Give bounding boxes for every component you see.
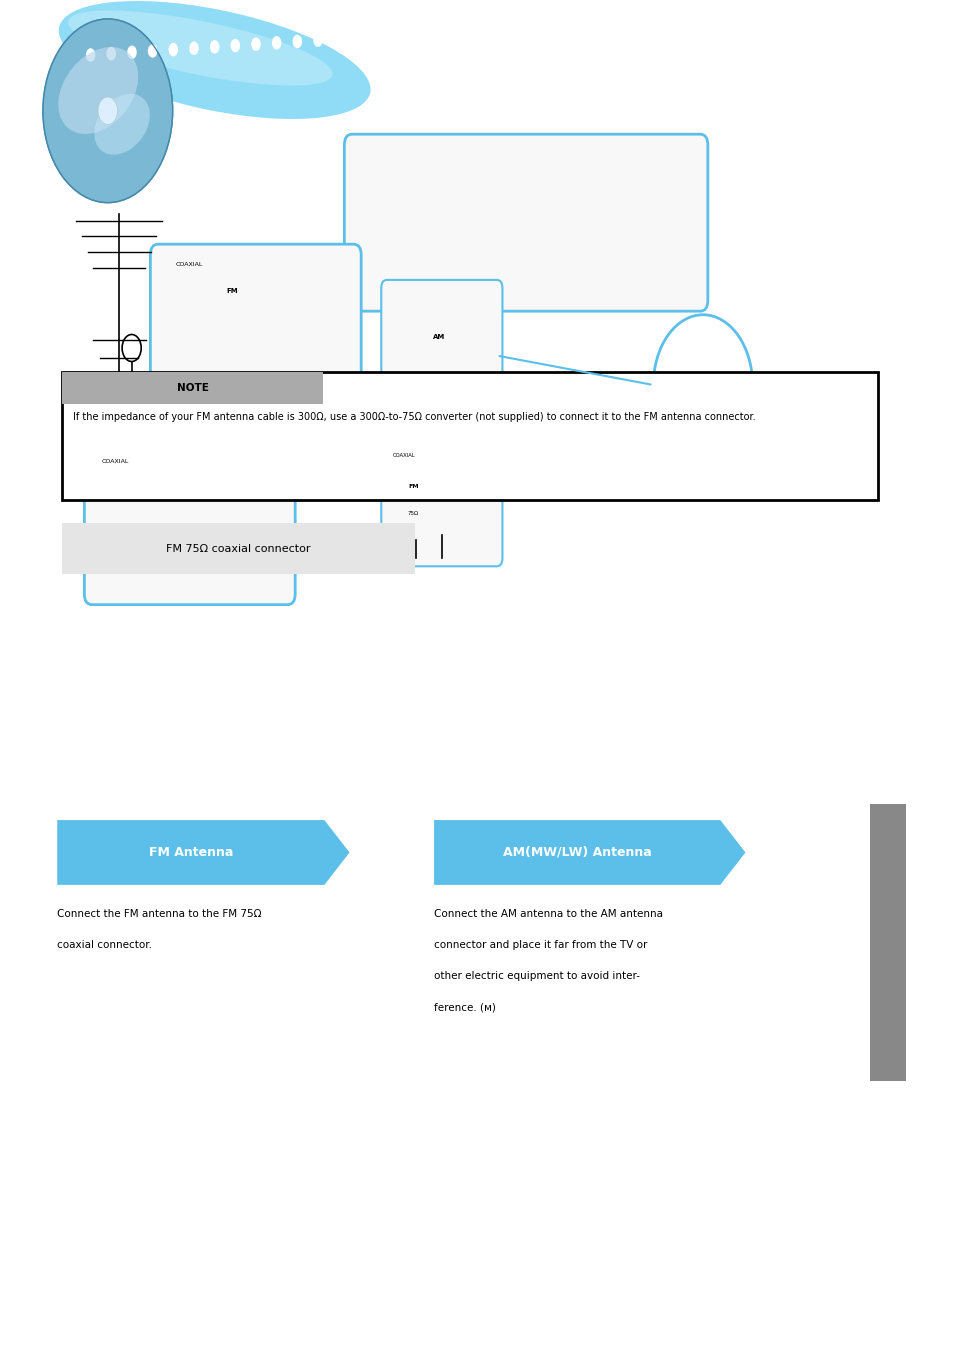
Text: FM Antenna: FM Antenna	[149, 846, 233, 859]
Text: other electric equipment to avoid inter-: other electric equipment to avoid inter-	[434, 971, 639, 981]
FancyBboxPatch shape	[381, 280, 502, 566]
Text: AM(MW/LW) Antenna: AM(MW/LW) Antenna	[502, 846, 651, 859]
Bar	[62, 372, 323, 404]
Circle shape	[313, 34, 322, 47]
Text: coaxial connector.: coaxial connector.	[57, 940, 152, 950]
Text: AM: AM	[433, 334, 445, 340]
Text: COAXIAL: COAXIAL	[393, 453, 416, 458]
Text: ference. (ᴍ): ference. (ᴍ)	[434, 1002, 496, 1012]
Bar	[62, 523, 415, 574]
Text: connector and place it far from the TV or: connector and place it far from the TV o…	[434, 940, 647, 950]
Circle shape	[272, 36, 281, 50]
Circle shape	[98, 97, 117, 124]
Text: Connect the FM antenna to the FM 75Ω: Connect the FM antenna to the FM 75Ω	[57, 909, 261, 919]
Ellipse shape	[68, 11, 333, 85]
Circle shape	[148, 45, 157, 58]
FancyBboxPatch shape	[151, 245, 361, 388]
Circle shape	[43, 19, 172, 203]
Polygon shape	[434, 820, 744, 885]
Circle shape	[334, 32, 343, 46]
Circle shape	[127, 46, 136, 59]
Text: COAXIAL: COAXIAL	[101, 459, 129, 463]
FancyBboxPatch shape	[84, 442, 294, 605]
Circle shape	[86, 49, 95, 62]
FancyBboxPatch shape	[344, 134, 707, 311]
Circle shape	[169, 43, 178, 57]
Text: COAXIAL: COAXIAL	[175, 262, 202, 266]
Bar	[62, 372, 877, 500]
Ellipse shape	[58, 47, 138, 134]
Text: NOTE: NOTE	[176, 382, 209, 393]
Text: FM: FM	[227, 288, 238, 293]
Circle shape	[189, 42, 198, 55]
Polygon shape	[57, 820, 349, 885]
Ellipse shape	[59, 1, 370, 119]
Circle shape	[210, 41, 219, 54]
Text: 75Ω: 75Ω	[408, 511, 418, 516]
Circle shape	[107, 47, 116, 61]
Text: If the impedance of your FM antenna cable is 300Ω, use a 300Ω-to-75Ω converter (: If the impedance of your FM antenna cabl…	[73, 412, 756, 422]
Ellipse shape	[94, 93, 150, 155]
Circle shape	[251, 38, 260, 51]
Circle shape	[653, 315, 752, 455]
Text: Connect the AM antenna to the AM antenna: Connect the AM antenna to the AM antenna	[434, 909, 662, 919]
Bar	[869, 804, 905, 1081]
Circle shape	[231, 39, 240, 53]
Text: FM 75Ω coaxial connector: FM 75Ω coaxial connector	[166, 543, 311, 554]
Circle shape	[293, 35, 302, 49]
Text: FM: FM	[408, 484, 418, 489]
